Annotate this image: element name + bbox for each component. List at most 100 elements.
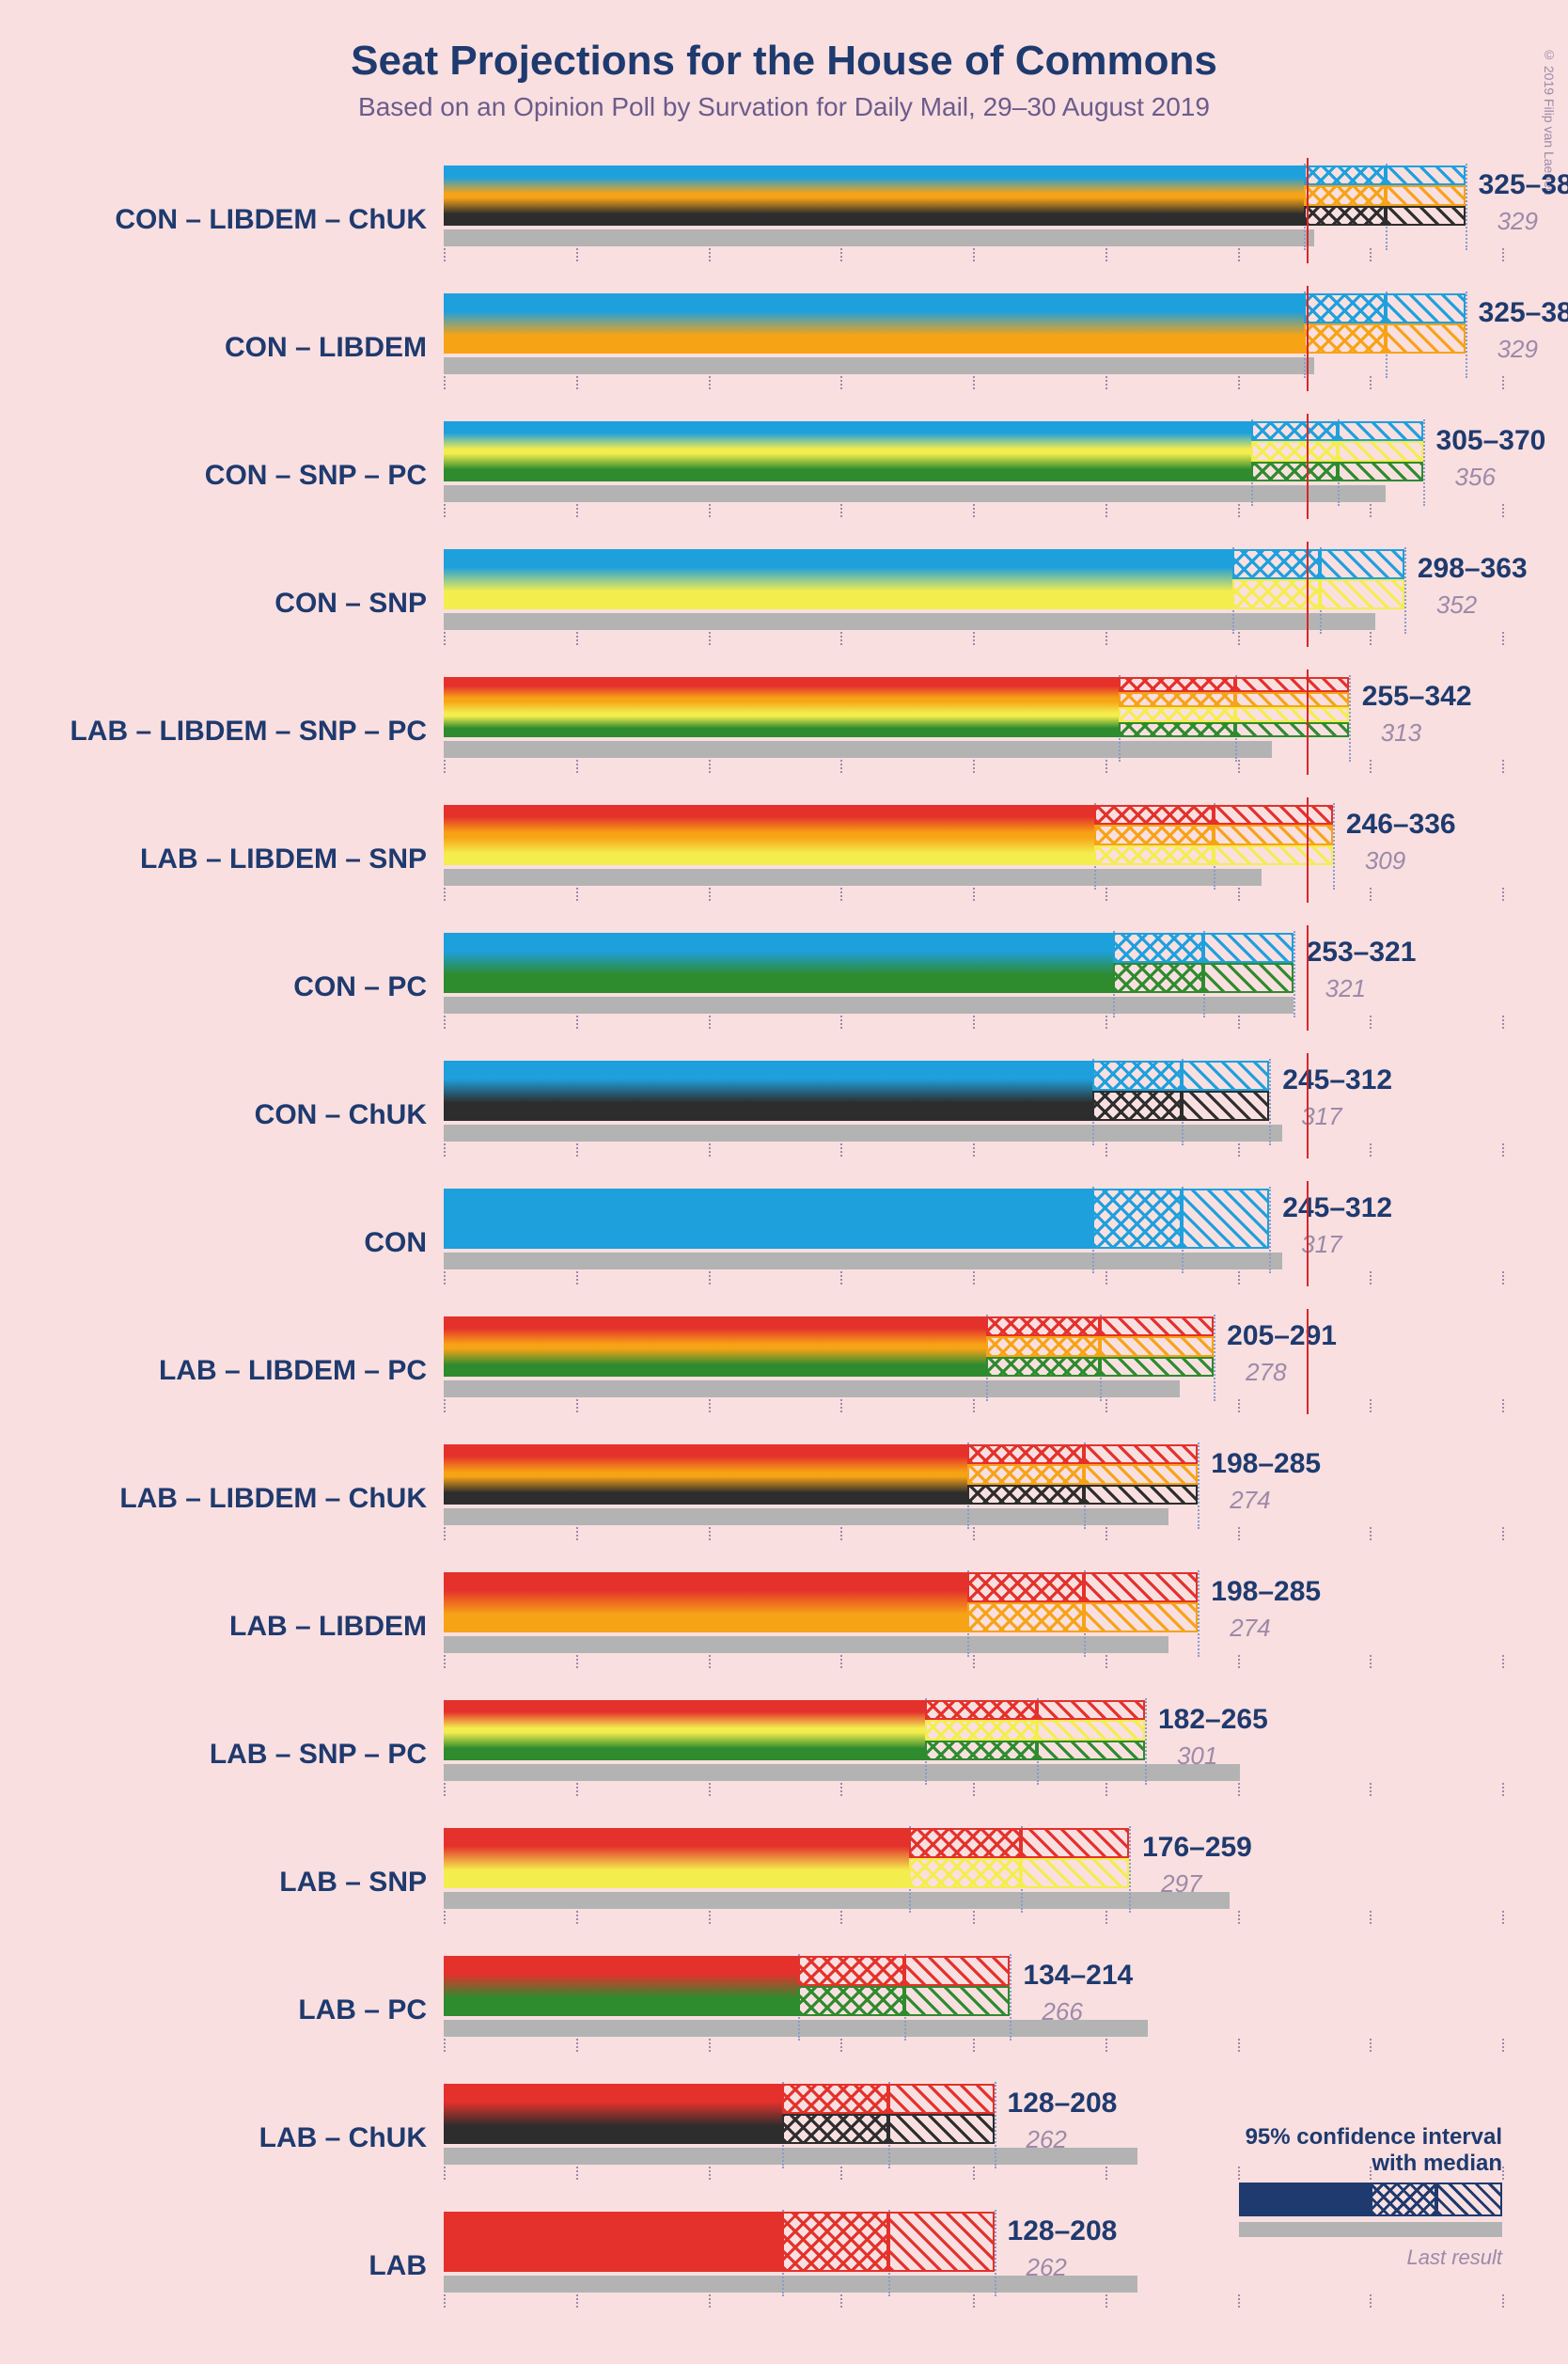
- party-stripe: [444, 2114, 782, 2144]
- party-stripe: [444, 579, 1232, 609]
- ci-lower-box: [782, 2212, 888, 2272]
- chart-subtitle: Based on an Opinion Poll by Survation fo…: [28, 92, 1540, 122]
- row-label: CON – LIBDEM – ChUK: [66, 204, 444, 236]
- row-label: LAB – LIBDEM – SNP – PC: [66, 716, 444, 748]
- ci-upper-box: [1182, 1189, 1269, 1249]
- range-value: 298–363: [1418, 553, 1528, 585]
- party-stripe: [444, 1061, 1092, 1091]
- ci-upper-box: [1320, 549, 1404, 579]
- ci-upper-box: [1235, 707, 1349, 722]
- ci-upper-box: [1037, 1720, 1145, 1740]
- previous-value: 262: [1027, 2253, 1067, 2282]
- ci-lower-box: [1094, 845, 1214, 865]
- ci-upper-box: [904, 1956, 1011, 1986]
- party-stripe: [444, 2212, 782, 2272]
- bar-chart: CON – LIBDEM – ChUK325–386329CON – LIBDE…: [66, 160, 1502, 2326]
- ci-lower-box: [798, 1956, 904, 1986]
- majority-line: [1307, 1181, 1309, 1286]
- ci-lower-box: [1119, 677, 1235, 692]
- ci-upper-box: [1214, 845, 1333, 865]
- party-stripe: [444, 323, 1304, 354]
- bar-area: 205–291278: [444, 1311, 1502, 1431]
- majority-line: [1307, 797, 1309, 903]
- party-stripe: [444, 1858, 909, 1888]
- party-stripe: [444, 1091, 1092, 1121]
- bar-area: 182–265301: [444, 1694, 1502, 1815]
- previous-value: 301: [1177, 1741, 1217, 1771]
- row-label: LAB – SNP: [66, 1867, 444, 1899]
- party-stripe: [444, 1828, 909, 1858]
- previous-result-bar: [444, 1125, 1282, 1142]
- previous-value: 309: [1365, 846, 1405, 875]
- ci-upper-box: [1037, 1741, 1145, 1760]
- bar-area: 305–370356: [444, 416, 1502, 536]
- ci-upper-box: [1235, 722, 1349, 737]
- ci-lower-box: [1304, 165, 1386, 185]
- bar-area: 325–386329: [444, 288, 1502, 408]
- range-value: 128–208: [1008, 2215, 1118, 2247]
- chart-row: CON – SNP – PC305–370356: [66, 416, 1502, 536]
- ci-lower-box: [967, 1602, 1084, 1632]
- party-stripe: [444, 1336, 986, 1356]
- party-stripe: [444, 1189, 1092, 1249]
- majority-line: [1307, 1053, 1309, 1158]
- row-label: LAB – LIBDEM – ChUK: [66, 1483, 444, 1515]
- row-label: CON – SNP: [66, 588, 444, 620]
- party-stripe: [444, 1986, 798, 2016]
- legend-ci-label: 95% confidence intervalwith median: [1239, 2124, 1502, 2177]
- ci-upper-box: [1203, 933, 1294, 963]
- chart-title: Seat Projections for the House of Common…: [28, 38, 1540, 85]
- legend-bar-sample: [1239, 2183, 1502, 2216]
- row-label: LAB – LIBDEM – PC: [66, 1355, 444, 1387]
- bar-area: 255–342313: [444, 671, 1502, 792]
- previous-value: 329: [1497, 207, 1538, 236]
- ci-upper-box: [1182, 1061, 1269, 1091]
- party-stripe: [444, 1720, 925, 1740]
- range-value: 253–321: [1307, 937, 1417, 969]
- ci-upper-box: [1100, 1316, 1214, 1336]
- range-value: 128–208: [1008, 2088, 1118, 2120]
- ci-lower-box: [967, 1485, 1084, 1505]
- chart-row: CON – PC253–321321: [66, 927, 1502, 1048]
- majority-line: [1307, 1309, 1309, 1414]
- chart-row: LAB – SNP – PC182–265301: [66, 1694, 1502, 1815]
- ci-upper-box: [888, 2212, 995, 2272]
- row-label: LAB – LIBDEM – SNP: [66, 843, 444, 875]
- party-stripe: [444, 1700, 925, 1720]
- party-stripe: [444, 549, 1232, 579]
- party-stripe: [444, 722, 1119, 737]
- previous-result-bar: [444, 229, 1314, 246]
- previous-result-bar: [444, 485, 1386, 502]
- row-label: LAB: [66, 2250, 444, 2282]
- ci-upper-box: [1235, 677, 1349, 692]
- party-stripe: [444, 1956, 798, 1986]
- ci-lower-box: [1304, 185, 1386, 205]
- party-stripe: [444, 1602, 967, 1632]
- previous-value: 352: [1436, 591, 1477, 620]
- ci-lower-box: [782, 2114, 888, 2144]
- range-value: 325–386: [1479, 297, 1568, 329]
- ci-upper-box: [1084, 1444, 1198, 1464]
- ci-lower-box: [1094, 825, 1214, 844]
- ci-upper-box: [1100, 1336, 1214, 1356]
- ci-upper-box: [1338, 462, 1422, 481]
- range-value: 305–370: [1436, 425, 1546, 457]
- ci-lower-box: [925, 1720, 1036, 1740]
- previous-result-bar: [444, 1380, 1180, 1397]
- ci-lower-box: [1092, 1061, 1183, 1091]
- bar-area: 134–214266: [444, 1950, 1502, 2071]
- ci-upper-box: [1386, 323, 1465, 354]
- chart-row: LAB – LIBDEM198–285274: [66, 1567, 1502, 1687]
- previous-result-bar: [444, 1253, 1282, 1269]
- party-stripe: [444, 963, 1113, 993]
- previous-result-bar: [444, 1636, 1168, 1653]
- party-stripe: [444, 677, 1119, 692]
- party-stripe: [444, 1357, 986, 1377]
- party-stripe: [444, 293, 1304, 323]
- range-value: 198–285: [1211, 1576, 1321, 1608]
- party-stripe: [444, 1572, 967, 1602]
- range-value: 246–336: [1346, 809, 1456, 841]
- ci-lower-box: [1113, 933, 1203, 963]
- ci-lower-box: [1251, 462, 1339, 481]
- majority-line: [1307, 542, 1309, 647]
